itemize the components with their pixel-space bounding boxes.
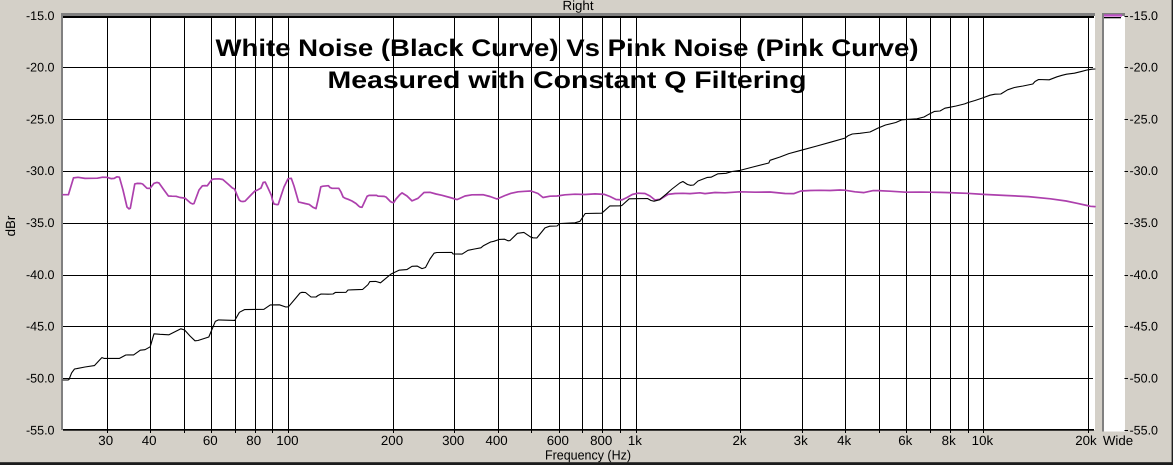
- svg-text:2k: 2k: [732, 433, 746, 448]
- svg-text:-25.0: -25.0: [26, 112, 55, 126]
- svg-text:dBr: dBr: [3, 215, 18, 236]
- svg-text:30: 30: [98, 433, 113, 448]
- svg-text:60: 60: [203, 433, 218, 448]
- svg-text:-45.0: -45.0: [1130, 320, 1159, 334]
- svg-text:-35.0: -35.0: [26, 216, 55, 230]
- svg-text:80: 80: [246, 433, 261, 448]
- svg-text:-50.0: -50.0: [1130, 372, 1159, 386]
- svg-text:Measured with Constant Q Filte: Measured with Constant Q Filtering: [328, 67, 807, 94]
- svg-text:3k: 3k: [794, 433, 808, 448]
- svg-text:-55.0: -55.0: [26, 423, 55, 437]
- svg-text:Right: Right: [562, 0, 593, 13]
- svg-text:-25.0: -25.0: [1130, 112, 1159, 126]
- svg-text:6k: 6k: [898, 433, 912, 448]
- svg-text:Frequency (Hz): Frequency (Hz): [545, 448, 631, 463]
- svg-text:-20.0: -20.0: [26, 61, 55, 75]
- svg-text:20k: 20k: [1075, 433, 1097, 448]
- svg-text:400: 400: [486, 433, 508, 448]
- svg-text:-40.0: -40.0: [1130, 268, 1159, 282]
- svg-text:Wide: Wide: [1103, 433, 1133, 448]
- svg-text:-20.0: -20.0: [1130, 61, 1159, 75]
- svg-text:800: 800: [590, 433, 612, 448]
- svg-text:4k: 4k: [837, 433, 851, 448]
- svg-text:-40.0: -40.0: [26, 268, 55, 282]
- svg-text:White Noise (Black Curve) Vs P: White Noise (Black Curve) Vs Pink Noise …: [216, 35, 919, 62]
- svg-text:-30.0: -30.0: [26, 164, 55, 178]
- svg-text:-15.0: -15.0: [26, 9, 55, 23]
- svg-text:8k: 8k: [942, 433, 956, 448]
- svg-text:-15.0: -15.0: [1130, 9, 1159, 23]
- svg-text:-55.0: -55.0: [1130, 423, 1159, 437]
- svg-text:100: 100: [276, 433, 298, 448]
- svg-text:-35.0: -35.0: [1130, 216, 1159, 230]
- svg-text:10k: 10k: [972, 433, 994, 448]
- svg-text:-45.0: -45.0: [26, 320, 55, 334]
- svg-text:-50.0: -50.0: [26, 372, 55, 386]
- svg-text:200: 200: [381, 433, 403, 448]
- svg-text:600: 600: [547, 433, 569, 448]
- svg-text:40: 40: [142, 433, 157, 448]
- svg-text:-30.0: -30.0: [1130, 164, 1159, 178]
- svg-text:300: 300: [442, 433, 464, 448]
- svg-text:1k: 1k: [628, 433, 642, 448]
